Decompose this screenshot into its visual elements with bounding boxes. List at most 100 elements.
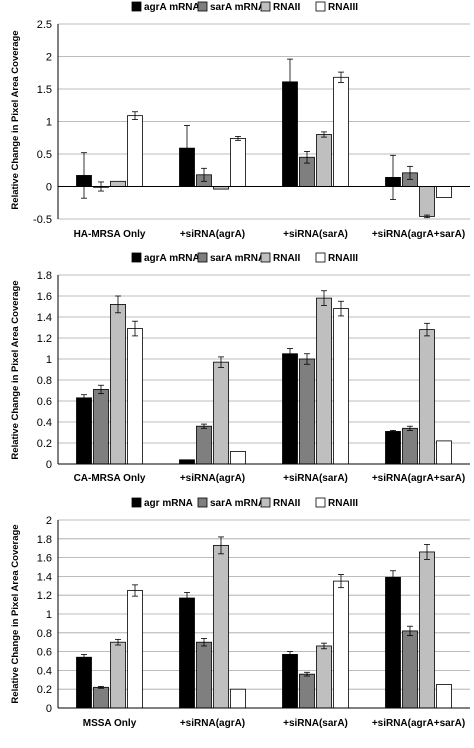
bar [385,431,401,465]
legend-label: sarA mRNA [210,498,265,509]
y-tick-label: 0 [46,459,52,471]
y-tick-label: 1.8 [37,270,52,282]
bar [299,673,315,709]
bar [436,440,452,465]
legend-label: agr mRNA [144,498,193,509]
category-label: +siRNA(sarA) [283,718,348,729]
legend-swatch [197,1,208,12]
bar [127,328,143,465]
bar [110,641,126,709]
bar [196,641,212,709]
bar [230,450,246,465]
bar [436,186,452,198]
y-tick-label: 0.2 [37,684,52,696]
bar [127,115,143,187]
y-tick-label: 1.6 [37,553,52,565]
bar [333,308,349,465]
legend-label: RNAII [273,498,300,509]
y-tick-label: 0.5 [37,149,52,161]
bar [333,76,349,187]
bar [282,654,298,709]
y-tick-label: 0.2 [37,438,52,450]
y-tick-label: 0.6 [37,396,52,408]
legend-swatch [315,1,326,12]
bar [316,134,332,187]
bar [333,580,349,709]
y-tick-label: 1 [46,354,52,366]
y-tick-label: 1 [46,609,52,621]
bar [402,630,418,709]
legend-swatch [260,252,271,263]
bar [230,688,246,709]
bar [179,459,195,465]
bar [110,303,126,465]
legend-label: agrA mRNA [144,2,200,13]
legend-swatch [315,252,326,263]
legend-label: sarA mRNA [210,253,265,264]
legend-swatch [131,252,142,263]
bar [419,551,435,709]
category-label: +siRNA(agrA) [180,229,245,240]
chart-panel-1: agrA mRNA sarA mRNA RNAII RNAIII -0.5 0 0.5 1 1.… [10,1,470,240]
y-tick-label: 2 [46,52,52,64]
y-tick-label: 0 [46,703,52,715]
legend-swatch [315,497,326,508]
y-tick-label: 0 [46,182,52,194]
bar [196,425,212,465]
bar [110,180,126,187]
legend-swatch [260,497,271,508]
category-label: +siRNA(agrA) [180,718,245,729]
y-tick-label: 1.5 [37,84,52,96]
category-label: +siRNA(sarA) [283,229,348,240]
y-tick-label: 1.8 [37,534,52,546]
category-label: MSSA Only [83,718,137,729]
y-tick-label: 0.4 [37,665,52,677]
bar [402,427,418,465]
y-tick-label: 0.8 [37,375,52,387]
chart-panel-2: agrA mRNA sarA mRNA RNAII RNAIII 0 0.2 0.4 0.6 0… [10,252,470,484]
bar [316,645,332,709]
y-tick-label: -0.5 [33,214,52,226]
legend-label: RNAIII [328,253,358,264]
bar [436,684,452,709]
legend-swatch [197,497,208,508]
legend-label: RNAIII [328,2,358,13]
y-tick-label: 0.4 [37,417,52,429]
bar [93,389,109,465]
y-axis-label: Relative Change in Pixel Area Coverage [10,280,21,459]
y-tick-label: 0.8 [37,628,52,640]
bar [179,597,195,709]
bar [419,329,435,465]
legend-swatch [197,252,208,263]
bar [76,397,92,465]
category-label: +siRNA(agrA+sarA) [372,718,465,729]
category-label: HA-MRSA Only [74,229,146,240]
category-label: +siRNA(agrA) [180,473,245,484]
legend-label: RNAIII [328,498,358,509]
y-tick-label: 1.4 [37,312,52,324]
bar [419,186,435,217]
y-tick-label: 1 [46,117,52,129]
category-label: +siRNA(agrA+sarA) [372,229,465,240]
legend-label: RNAII [273,253,300,264]
y-axis-label: Relative Change in Pixel Area Coverage [10,30,21,209]
bar [282,353,298,465]
bar [385,576,401,709]
bar [213,544,229,709]
legend-swatch [131,497,142,508]
legend-label: agrA mRNA [144,253,200,264]
y-axis-label: Relative Change in Pixel Area Coverage [10,524,21,703]
category-label: +siRNA(sarA) [283,473,348,484]
legend-label: sarA mRNA [210,2,265,13]
bar [230,137,246,187]
bar [93,686,109,709]
bar [213,361,229,465]
legend-label: RNAII [273,2,300,13]
bar [76,656,92,709]
category-label: CA-MRSA Only [74,473,146,484]
chart-panel-3: agr mRNA sarA mRNA RNAII RNAIII 0 0.2 0.4 0.6 0.… [10,497,470,729]
bar [316,297,332,465]
legend-swatch [260,1,271,12]
y-tick-label: 1.2 [37,590,52,602]
